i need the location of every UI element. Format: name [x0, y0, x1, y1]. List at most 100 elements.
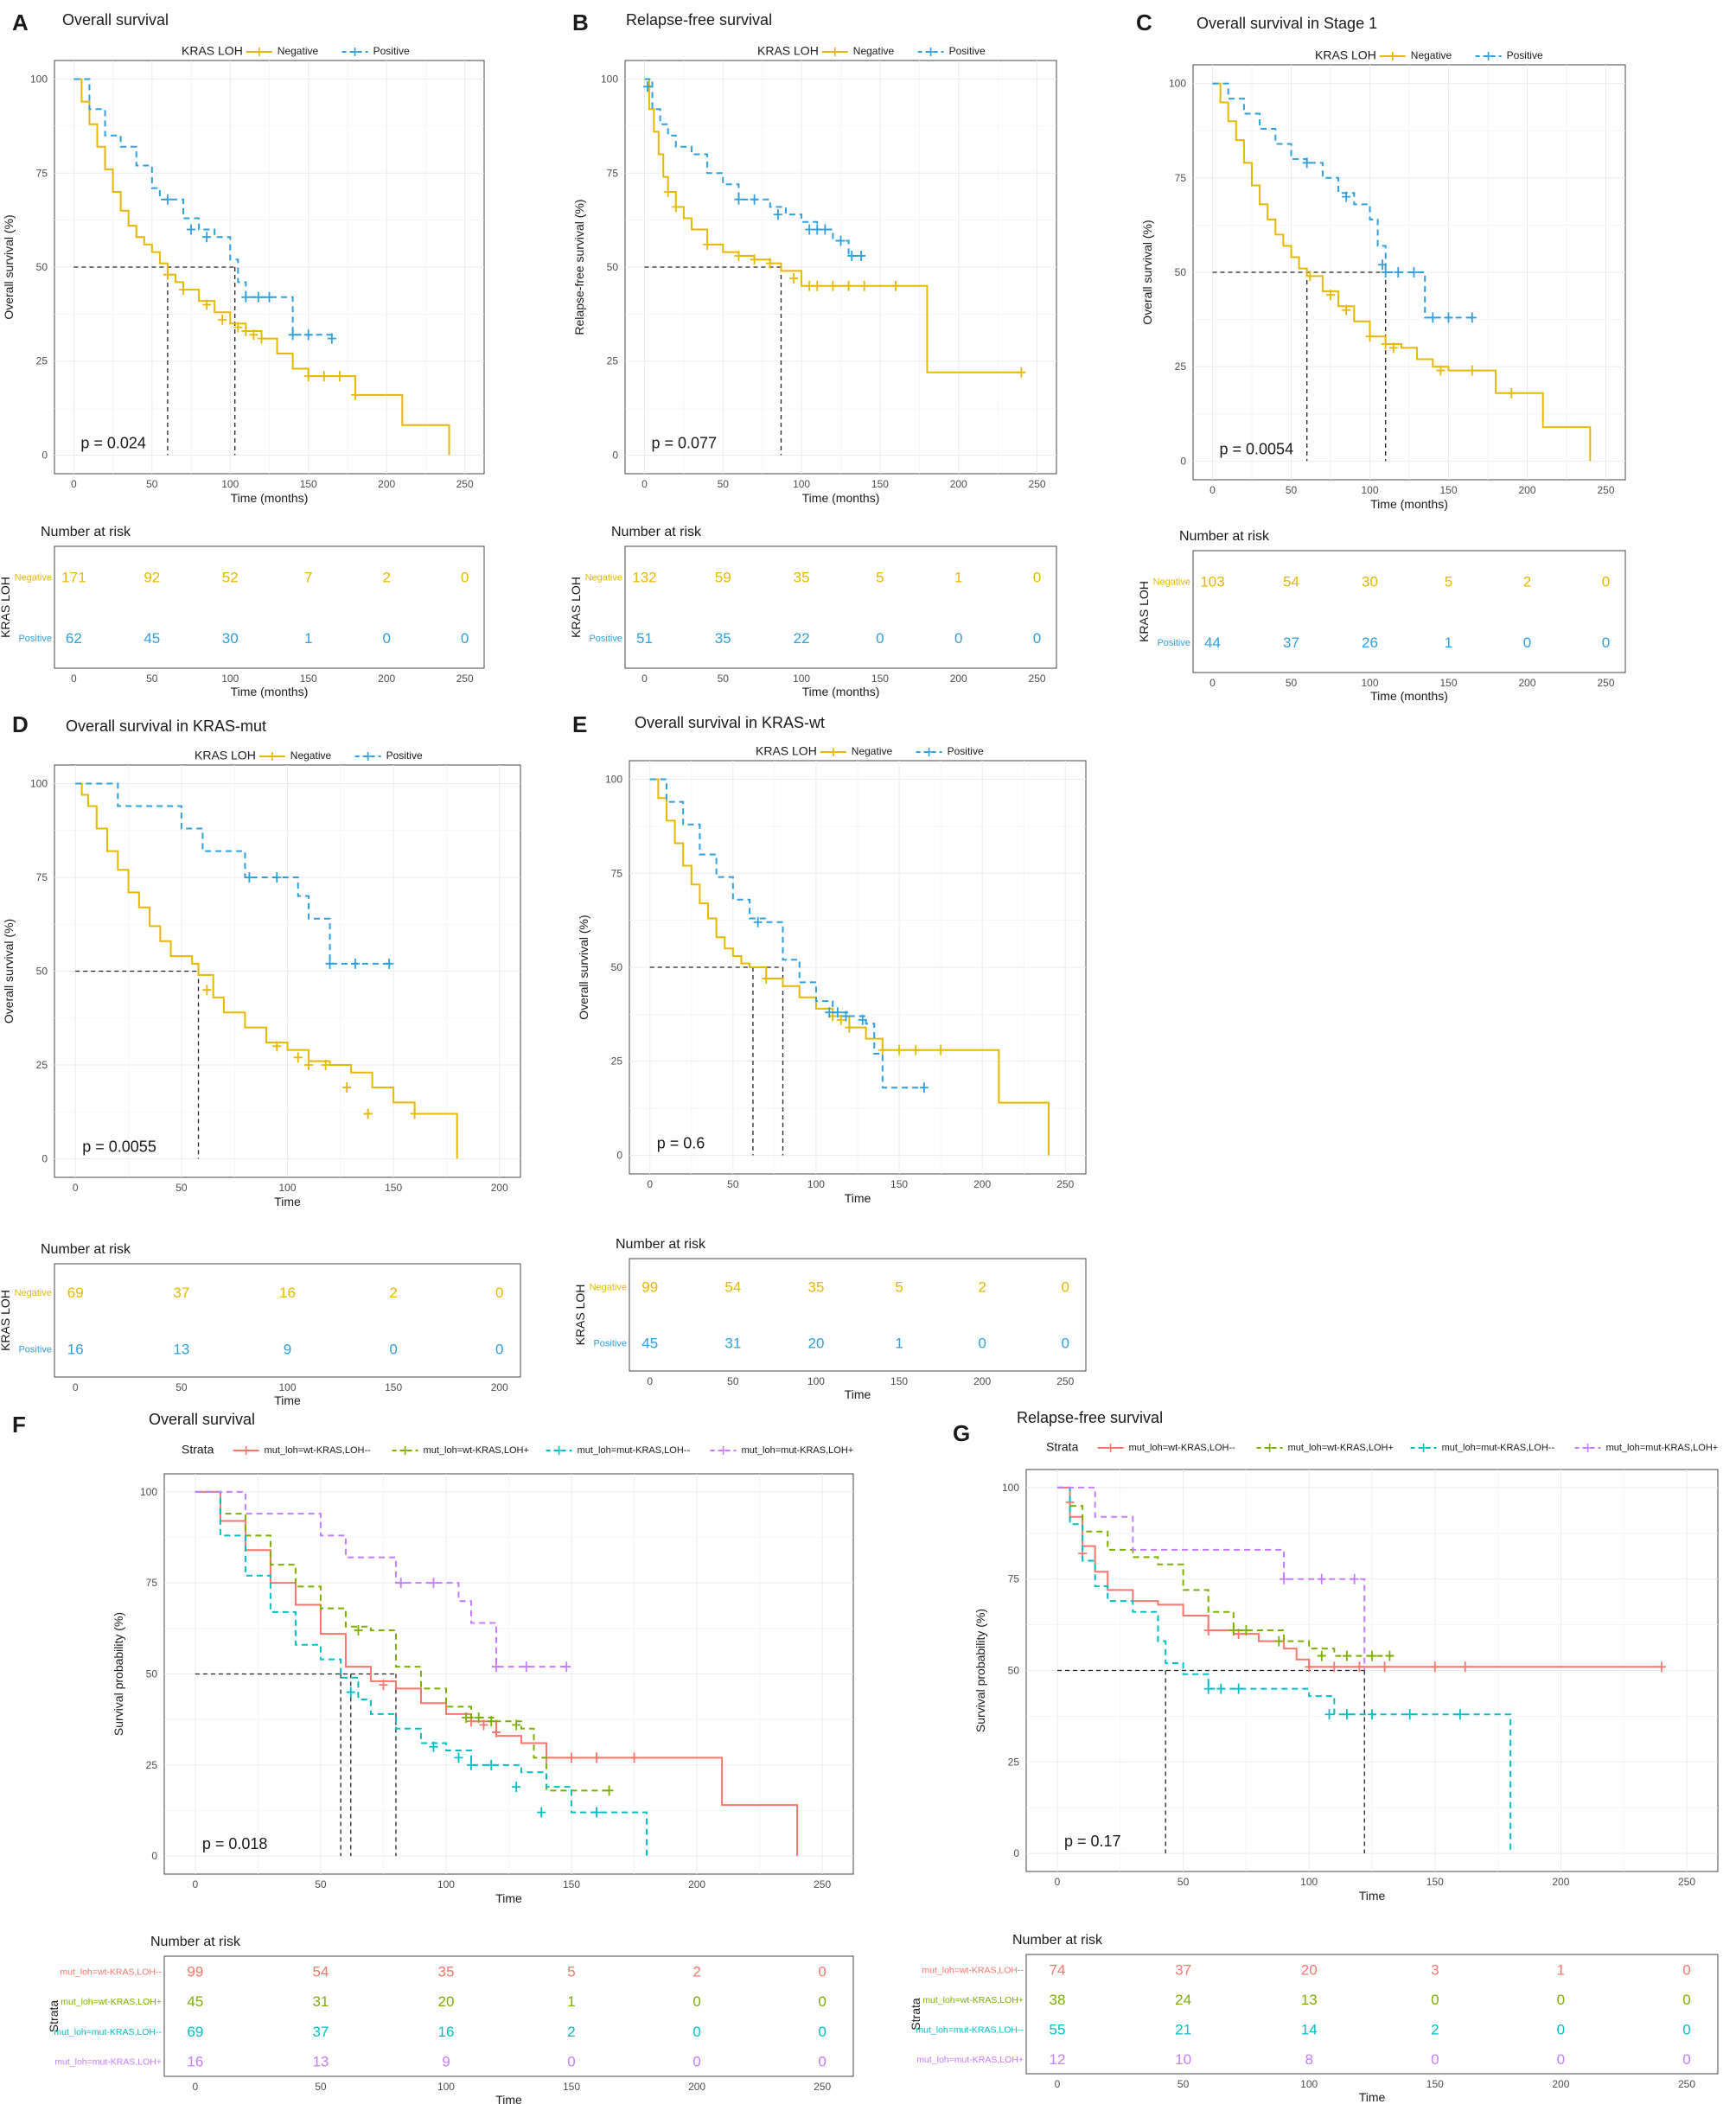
censor-mark — [187, 224, 196, 235]
legend-item: Positive — [386, 749, 423, 762]
risk-count: 69 — [67, 1285, 84, 1301]
risk-table-frame — [629, 1258, 1087, 1372]
legend-item: mut_loh=mut-KRAS,LOH+ — [742, 1445, 854, 1456]
risk-x-tick-label: 0 — [641, 673, 648, 685]
x-tick-label: 200 — [378, 478, 395, 490]
legend-censor-mark — [1106, 1444, 1115, 1452]
x-tick-label: 0 — [641, 478, 648, 490]
panel-label: C — [1136, 10, 1152, 35]
risk-count: 0 — [1523, 634, 1531, 651]
x-tick-label: 200 — [688, 1878, 705, 1890]
censor-mark — [454, 1752, 463, 1763]
legend-item: Negative — [290, 749, 332, 762]
risk-count: 0 — [461, 630, 469, 647]
risk-x-tick-label: 200 — [491, 1381, 508, 1393]
y-tick-label: 75 — [607, 167, 619, 179]
risk-x-tick-label: 50 — [176, 1381, 188, 1393]
x-tick-label: 200 — [950, 478, 967, 490]
x-tick-label: 250 — [814, 1878, 831, 1890]
censor-mark — [1302, 157, 1312, 169]
y-tick-label: 75 — [146, 1577, 158, 1589]
risk-count: 0 — [1602, 634, 1610, 651]
y-tick-label: 25 — [36, 1059, 48, 1071]
censor-mark — [1507, 387, 1516, 398]
risk-count: 9 — [442, 2054, 450, 2070]
censor-mark — [512, 1719, 521, 1731]
legend-censor-mark — [830, 48, 839, 56]
censor-mark — [303, 371, 313, 382]
risk-x-tick-label: 150 — [300, 673, 317, 685]
risk-count: 0 — [1033, 569, 1041, 585]
risk-count: 0 — [1682, 2021, 1690, 2037]
risk-count: 0 — [1431, 1992, 1439, 2008]
risk-count: 2 — [1523, 573, 1531, 590]
legend-censor-mark — [350, 48, 360, 56]
censor-mark — [734, 194, 744, 205]
risk-table: Number at risk Negative 103 54 30 5 2 0 Positive… — [1137, 529, 1626, 703]
survival-curve-2 — [649, 778, 924, 1089]
risk-x-tick-label: 50 — [146, 673, 158, 685]
x-tick-label: 200 — [1552, 1876, 1569, 1888]
legend-censor-mark — [267, 752, 277, 761]
legend-item: mut_loh=wt-KRAS,LOH-- — [265, 1445, 372, 1456]
risk-table-frame — [54, 545, 485, 669]
censor-mark — [1365, 331, 1375, 342]
x-tick-label: 100 — [807, 1178, 825, 1190]
x-tick-label: 50 — [727, 1178, 739, 1190]
survival-curve-3 — [1057, 1486, 1512, 1854]
x-tick-label: 150 — [385, 1182, 402, 1194]
censor-mark — [857, 250, 866, 261]
censor-mark — [562, 1661, 571, 1673]
x-tick-label: 150 — [1426, 1876, 1444, 1888]
risk-count: 35 — [807, 1279, 824, 1296]
x-tick-label: 250 — [1029, 478, 1046, 490]
risk-x-axis-title: Time — [1359, 2090, 1386, 2104]
risk-x-tick-label: 200 — [378, 673, 395, 685]
censor-mark — [272, 1041, 282, 1052]
y-tick-label: 75 — [1175, 172, 1187, 184]
risk-x-axis-title: Time (months) — [231, 685, 309, 698]
risk-x-tick-label: 200 — [973, 1375, 991, 1387]
x-tick-label: 250 — [1678, 1876, 1695, 1888]
censor-mark — [474, 1712, 483, 1724]
panel-label: G — [953, 1420, 970, 1446]
legend: Strata mut_loh=wt-KRAS,LOH-- mut_loh=wt-KR… — [182, 1443, 853, 1457]
y-tick-label: 25 — [611, 1055, 623, 1068]
risk-y-axis-title: KRAS LOH — [0, 1290, 12, 1351]
risk-count: 171 — [61, 569, 86, 585]
risk-x-axis-title: Time — [845, 1387, 871, 1401]
risk-table: Number at risk Negative 171 92 52 7 2 0 Positive… — [0, 525, 485, 698]
censor-mark — [257, 333, 266, 344]
panel-title: Overall survival in KRAS-mut — [66, 717, 266, 735]
censor-mark — [1216, 1683, 1226, 1694]
censor-mark — [396, 1578, 405, 1589]
x-tick-label: 0 — [193, 1878, 199, 1890]
censor-mark — [1656, 1661, 1666, 1673]
risk-count: 0 — [818, 1963, 826, 1980]
legend-item: Negative — [853, 45, 895, 57]
censor-mark — [878, 1044, 887, 1055]
x-tick-label: 250 — [1597, 484, 1614, 496]
risk-row-label: mut_loh=wt-KRAS,LOH+ — [922, 1995, 1024, 2005]
risk-count: 35 — [794, 569, 810, 585]
y-tick-label: 0 — [616, 1149, 622, 1161]
x-axis-title: Time — [845, 1191, 871, 1205]
risk-count: 45 — [187, 1993, 203, 2010]
survival-curve-4 — [1057, 1486, 1366, 1671]
censor-mark — [321, 1060, 330, 1071]
censor-mark — [179, 284, 188, 296]
censor-mark — [1409, 267, 1419, 277]
y-tick-label: 50 — [1008, 1665, 1020, 1677]
censor-mark — [346, 1686, 355, 1698]
risk-row-label: Positive — [589, 634, 622, 644]
risk-count: 0 — [818, 2024, 826, 2040]
risk-count: 1 — [304, 630, 312, 647]
legend-censor-mark — [254, 48, 264, 56]
risk-count: 0 — [567, 2054, 575, 2070]
x-tick-label: 50 — [315, 1878, 327, 1890]
censor-mark — [1381, 267, 1390, 277]
risk-x-tick-label: 0 — [1055, 2078, 1061, 2090]
censor-mark — [762, 973, 771, 985]
